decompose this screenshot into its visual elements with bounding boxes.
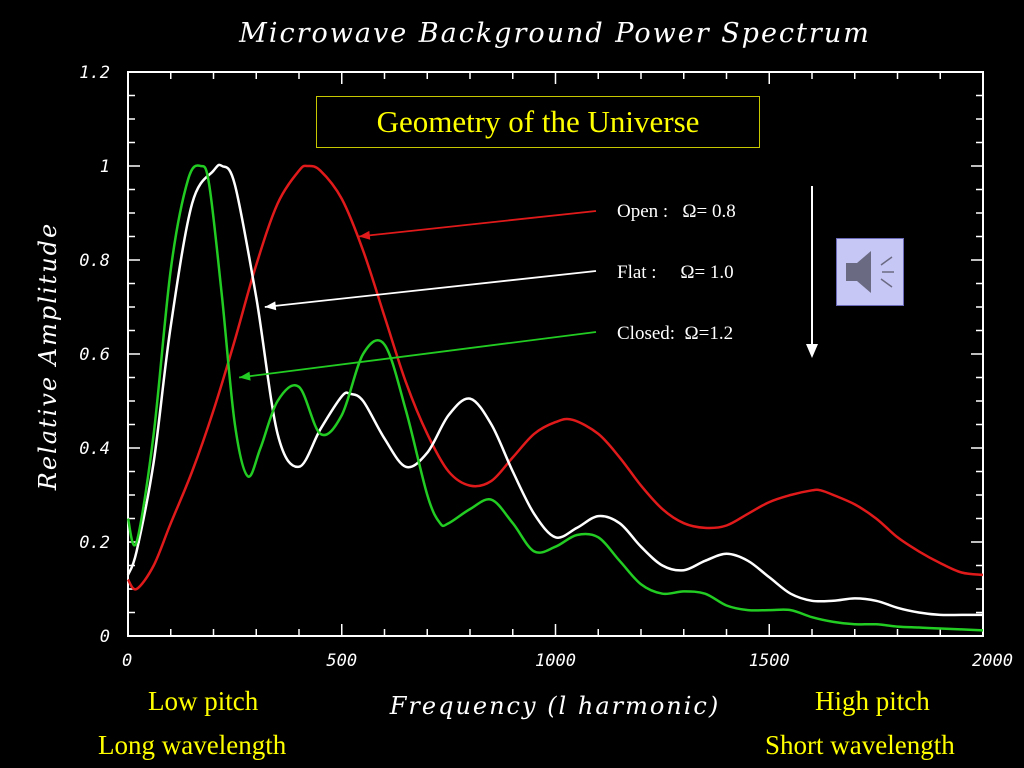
x-tick-labels: 0 500 1000 1500 2000: [122, 651, 1013, 671]
legend-arrow-open: [358, 210, 597, 240]
y-tick-label: 0.8: [79, 251, 110, 271]
y-tick-label: 0.6: [79, 345, 110, 365]
y-axis-title: Relative Amplitude: [34, 222, 62, 491]
high-pitch-label: High pitch: [815, 686, 930, 716]
series-lines: [126, 163, 984, 632]
legend-arrow-closed: [239, 331, 597, 381]
y-tick-label: 0.4: [79, 439, 110, 459]
y-tick-label: 0: [100, 627, 110, 647]
y-tick-label: 0.2: [79, 533, 110, 553]
legend-label-open: Open : Ω= 0.8: [617, 201, 736, 222]
y-tick-label: 1: [100, 157, 110, 177]
low-pitch-label: Low pitch: [148, 686, 259, 716]
speaker-icon: [846, 251, 894, 293]
legend-arrow-flat: [264, 270, 597, 311]
x-axis-title: Frequency (l harmonic): [389, 692, 721, 720]
series-line-open: [126, 164, 984, 591]
series-line-closed: [126, 164, 984, 632]
axis-ticks: [127, 71, 984, 637]
omega-direction-arrow: [806, 186, 818, 358]
series-line-flat: [126, 163, 983, 617]
long-wavelength-label: Long wavelength: [98, 730, 287, 760]
plot-frame: [127, 71, 984, 637]
y-tick-labels: 0 0.2 0.4 0.6 0.8 1 1.2: [79, 63, 110, 647]
y-tick-label: 1.2: [79, 63, 110, 83]
legend-label-closed: Closed: Ω=1.2: [617, 323, 733, 344]
short-wavelength-label: Short wavelength: [765, 730, 955, 760]
x-tick-label: 2000: [972, 651, 1013, 671]
chart-title: Microwave Background Power Spectrum: [238, 18, 871, 49]
x-tick-label: 500: [326, 651, 357, 671]
x-tick-label: 1500: [749, 651, 790, 671]
legend-arrows: [239, 210, 597, 381]
x-tick-label: 0: [122, 651, 132, 671]
legend-label-flat: Flat : Ω= 1.0: [617, 262, 734, 283]
x-tick-label: 1000: [535, 651, 576, 671]
speaker-button[interactable]: [836, 238, 904, 306]
geometry-annotation: Geometry of the Universe: [316, 96, 760, 148]
